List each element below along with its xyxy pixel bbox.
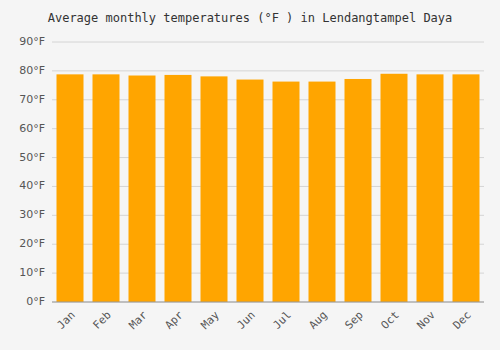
grid-line	[52, 70, 484, 71]
y-tick-label: 50°F	[19, 151, 45, 164]
x-tick-label: Sep	[343, 309, 366, 332]
bar	[165, 75, 192, 302]
x-tick-label: May	[199, 308, 223, 332]
y-tick-label: 80°F	[19, 64, 45, 77]
grid-line	[52, 42, 484, 43]
bar	[381, 74, 408, 302]
x-tick-label: Dec	[451, 309, 474, 332]
x-tick-label: Jul	[271, 309, 294, 332]
x-tick-label: Mar	[127, 308, 151, 332]
y-tick-label: 10°F	[19, 266, 45, 279]
y-tick-label: 70°F	[19, 93, 45, 106]
bar	[273, 82, 300, 302]
bar	[201, 76, 228, 302]
x-tick-label: Apr	[163, 308, 187, 332]
x-tick-label: Nov	[415, 308, 439, 332]
bar	[345, 79, 372, 302]
y-tick-label: 90°F	[19, 35, 45, 48]
bar	[417, 74, 444, 302]
chart: 0°F 10°F 20°F 30°F 40°F 50°F 60°F 70°F 80°F 90°F J…	[0, 0, 500, 350]
background	[0, 0, 500, 350]
x-tick-label: Aug	[307, 309, 330, 332]
page: {"chart_data": {"type": "bar", "title": …	[0, 0, 500, 350]
y-grid	[52, 42, 484, 302]
x-tick-label: Jun	[235, 309, 258, 332]
y-tick-label: 30°F	[19, 208, 45, 221]
bar	[237, 80, 264, 302]
bar	[129, 76, 156, 302]
x-tick-label: Oct	[379, 309, 402, 332]
bars	[57, 74, 480, 302]
x-axis: Jan Feb Mar Apr May Jun Jul Aug Sep Oct Nov Dec	[55, 308, 474, 332]
y-tick-label: 20°F	[19, 237, 45, 250]
title: Average monthly temperatures (°F ) in Le…	[48, 11, 453, 25]
y-tick-label: 60°F	[19, 122, 45, 135]
bar	[309, 82, 336, 302]
x-tick-label: Feb	[91, 309, 114, 332]
y-tick-label: 40°F	[19, 179, 45, 192]
grid-line	[52, 302, 484, 303]
x-tick-label: Jan	[55, 309, 78, 332]
bar	[57, 74, 84, 302]
bar	[453, 74, 480, 302]
x-axis-line	[52, 302, 484, 303]
y-tick-label: 0°F	[26, 295, 45, 308]
y-axis: 0°F 10°F 20°F 30°F 40°F 50°F 60°F 70°F 80°F 90°F	[19, 35, 45, 308]
bar	[93, 74, 120, 302]
